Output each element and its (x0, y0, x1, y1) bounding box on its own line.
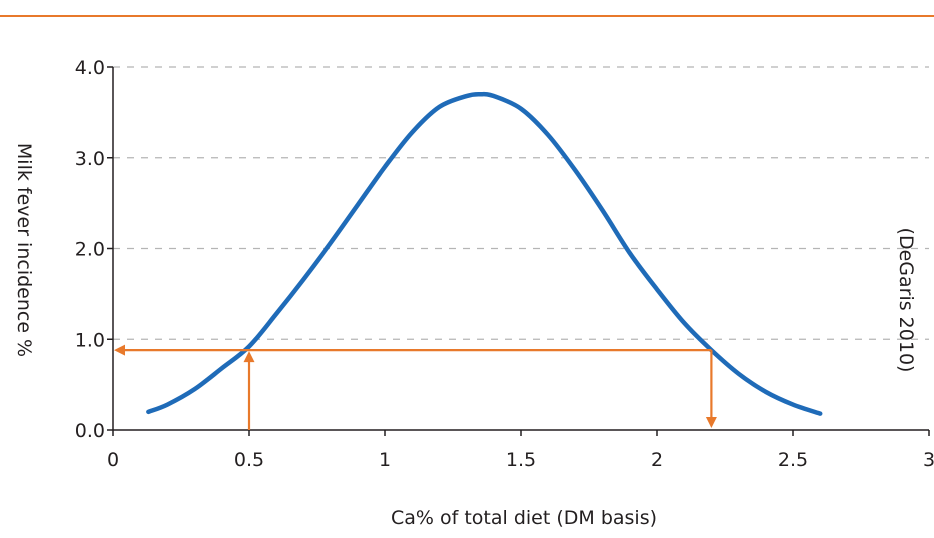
x-tick-label: 2 (651, 449, 663, 471)
annotation-arrows (114, 344, 717, 430)
arrow-head (114, 344, 125, 356)
x-axis-label: Ca% of total diet (DM basis) (391, 507, 657, 529)
grid-lines (113, 66, 929, 340)
tick-labels: 0.0 1.0 2.0 3.0 4.0 0 0.5 1 1.5 2 2.5 3 (75, 57, 934, 471)
arrow-head (243, 351, 255, 363)
incidence-curve (146, 91, 823, 416)
y-tick-label: 1.0 (75, 329, 105, 351)
axes (107, 66, 930, 436)
arrow-head (705, 417, 717, 428)
x-tick-label: 1.5 (506, 449, 536, 471)
y-tick-label: 4.0 (75, 57, 105, 79)
source-note: (DeGaris 2010) (895, 228, 917, 373)
curve-layer (146, 91, 823, 416)
y-tick-label: 3.0 (75, 148, 105, 170)
x-tick-label: 0 (107, 449, 119, 471)
x-tick-label: 3 (923, 449, 934, 471)
x-tick-label: 1 (379, 449, 391, 471)
y-tick-label: 2.0 (75, 239, 105, 261)
x-tick-label: 0.5 (234, 449, 264, 471)
y-tick-label: 0.0 (75, 420, 105, 442)
y-axis-label: Milk fever incidence % (13, 143, 35, 357)
x-tick-label: 2.5 (778, 449, 808, 471)
